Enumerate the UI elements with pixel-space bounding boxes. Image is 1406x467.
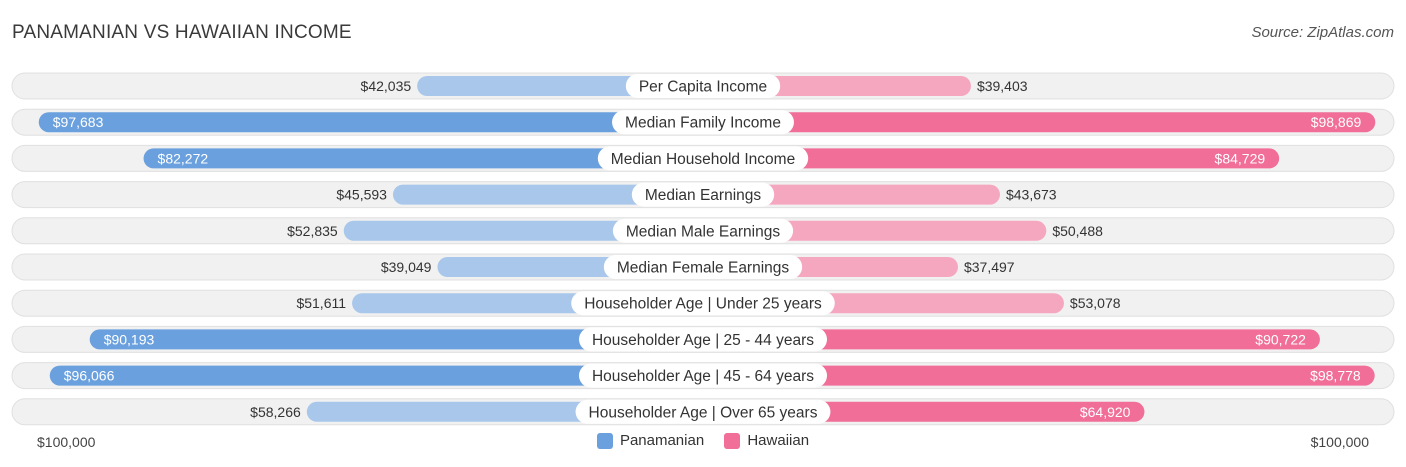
value-panamanian-median-male-earnings: $52,835 [287, 223, 338, 239]
category-pill-median-male-earnings [612, 218, 794, 243]
value-hawaiian-householder-age-over-65-years: $64,920 [1080, 404, 1131, 420]
bar-hawaiian-householder-age-25-44-years [703, 329, 1320, 350]
value-panamanian-median-earnings: $45,593 [336, 187, 387, 203]
value-hawaiian-householder-age-25-44-years: $90,722 [1255, 331, 1306, 347]
value-panamanian-householder-age-45-64-years: $96,066 [64, 368, 115, 384]
category-label-per-capita-income: Per Capita Income [639, 79, 767, 96]
legend-swatch-hawaiian [724, 432, 741, 449]
value-hawaiian-median-male-earnings: $50,488 [1052, 223, 1103, 239]
income-chart: $42,035 $39,403 Per Capita Income $97,683 $9… [11, 72, 1395, 426]
bar-panamanian-median-family-income [38, 112, 703, 133]
category-pill-median-earnings [631, 182, 775, 207]
category-label-median-male-earnings: Median Male Earnings [626, 223, 780, 240]
category-label-householder-age-over-65-years: Householder Age | Over 65 years [589, 404, 818, 421]
category-pill-householder-age-under-25-years [571, 291, 835, 316]
value-hawaiian-per-capita-income: $39,403 [977, 78, 1028, 94]
value-hawaiian-median-female-earnings: $37,497 [964, 259, 1015, 275]
category-pill-per-capita-income [625, 74, 781, 98]
category-pill-householder-age-over-65-years [575, 399, 831, 424]
value-hawaiian-householder-age-under-25-years: $53,078 [1070, 295, 1121, 311]
category-pill-householder-age-45-64-years [578, 363, 828, 388]
value-panamanian-householder-age-over-65-years: $58,266 [250, 404, 301, 420]
axis-left-label: $100,000 [37, 434, 96, 450]
bar-panamanian-median-earnings [392, 184, 703, 205]
value-hawaiian-median-earnings: $43,673 [1006, 187, 1057, 203]
value-panamanian-householder-age-25-44-years: $90,193 [104, 331, 155, 347]
category-label-median-family-income: Median Family Income [625, 115, 781, 132]
value-panamanian-householder-age-under-25-years: $51,611 [296, 295, 346, 311]
category-label-householder-age-under-25-years: Householder Age | Under 25 years [584, 296, 822, 313]
category-label-householder-age-25-44-years: Householder Age | 25 - 44 years [592, 332, 814, 349]
value-panamanian-median-family-income: $97,683 [53, 114, 104, 130]
source-label: Source: ZipAtlas.com [1251, 24, 1394, 41]
axis-right-label: $100,000 [1310, 434, 1369, 450]
category-label-median-earnings: Median Earnings [645, 187, 762, 204]
category-pill-median-family-income [612, 110, 794, 135]
bar-hawaiian-median-earnings [703, 184, 1000, 205]
bar-panamanian-median-household-income [143, 148, 703, 169]
chart-title: PANAMANIAN VS HAWAIIAN INCOME [12, 22, 352, 43]
bar-panamanian-householder-age-25-44-years [89, 329, 703, 350]
value-panamanian-median-female-earnings: $39,049 [381, 259, 432, 275]
bar-hawaiian-householder-age-45-64-years [703, 365, 1375, 386]
legend-label-hawaiian: Hawaiian [747, 432, 810, 449]
category-label-median-household-income: Median Household Income [611, 151, 795, 168]
legend-swatch-panamanian [596, 432, 613, 449]
legend: Panamanian Hawaiian [0, 432, 1406, 453]
legend-label-panamanian: Panamanian [619, 432, 705, 449]
bar-panamanian-householder-age-45-64-years [49, 365, 703, 386]
value-panamanian-median-household-income: $82,272 [158, 150, 209, 166]
category-pill-median-household-income [597, 146, 809, 171]
category-label-median-female-earnings: Median Female Earnings [617, 260, 790, 277]
value-panamanian-per-capita-income: $42,035 [361, 78, 412, 94]
category-pill-householder-age-25-44-years [578, 327, 828, 352]
bar-hawaiian-median-family-income [703, 112, 1376, 133]
value-hawaiian-median-household-income: $84,729 [1215, 150, 1266, 166]
category-pill-median-female-earnings [603, 255, 803, 279]
value-hawaiian-householder-age-45-64-years: $98,778 [1310, 368, 1361, 384]
value-hawaiian-median-family-income: $98,869 [1311, 114, 1362, 130]
category-label-householder-age-45-64-years: Householder Age | 45 - 64 years [592, 368, 814, 385]
bar-hawaiian-median-household-income [703, 148, 1280, 169]
legend-item-panamanian: Panamanian [596, 432, 705, 449]
bar-panamanian-median-male-earnings [343, 220, 703, 241]
legend-item-hawaiian: Hawaiian [724, 432, 809, 449]
